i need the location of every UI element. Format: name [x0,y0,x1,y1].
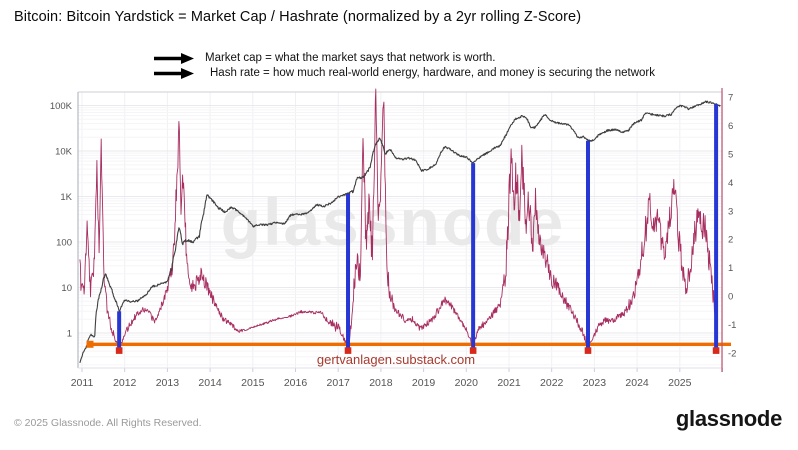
right-arrow-icon [154,67,194,79]
right-axis-label: 7 [728,93,733,104]
right-arrow-icon [154,52,194,64]
left-axis-label: 10K [55,147,73,158]
x-axis-label: 2025 [668,377,692,389]
x-axis-label: 2018 [369,377,393,389]
annotation-hash-rate: Hash rate = how much real-world energy, … [154,67,655,79]
annotation-market-cap-label: Market cap = what the market says that n… [205,52,496,64]
right-axis-label: -1 [728,320,736,331]
source-annotation: gertvanlagen.substack.com [317,352,475,367]
right-axis-label: 5 [728,150,733,161]
right-axis-label: 2 [728,235,733,246]
annotation-market-cap: Market cap = what the market says that n… [154,52,496,64]
right-axis-label: 4 [728,178,733,189]
x-axis-label: 2019 [412,377,436,389]
signal-marker [469,347,477,354]
page-title: Bitcoin: Bitcoin Yardstick = Market Cap … [14,9,582,25]
x-axis-label: 2016 [284,377,308,389]
copyright-text: © 2025 Glassnode. All Rights Reserved. [14,417,202,429]
right-axis-label: 0 [728,292,733,303]
glassnode-logo: glassnode [675,406,782,431]
x-axis-label: 2021 [497,377,521,389]
x-axis-label: 2020 [455,377,479,389]
signal-marker [344,347,352,354]
page-footer: © 2025 Glassnode. All Rights Reserved. g… [0,400,798,450]
signal-marker [712,347,720,354]
x-axis-label: 2013 [156,377,180,389]
left-axis-label: 100K [50,101,73,112]
x-axis-label: 2024 [625,377,649,389]
signal-marker [115,347,123,354]
x-axis-label: 2023 [583,377,607,389]
yardstick-2yr-zscore-line [79,88,718,348]
x-axis-label: 2012 [113,377,137,389]
signal-marker [584,347,592,354]
left-axis-label: 1 [67,329,72,340]
left-axis-label: 10 [61,283,72,294]
x-axis-label: 2015 [241,377,265,389]
right-axis-label: 6 [728,121,733,132]
x-axis-label: 2017 [327,377,351,389]
right-axis-label: 1 [728,263,733,274]
yardstick-chart: glassnode 100K 10K 1K 100 10 1 7 6 5 4 3 2 1 0 -1 -2 2011… [0,85,798,400]
left-axis-label: 1K [60,192,72,203]
right-axis-label: 3 [728,206,733,217]
threshold-start-marker [86,340,94,348]
annotation-hash-rate-label: Hash rate = how much real-world energy, … [210,67,655,79]
x-axis-label: 2011 [71,377,94,389]
chart-plot-svg: glassnode100K10K1K10010176543210-1-22011… [50,88,736,389]
x-axis-label: 2014 [198,377,222,389]
right-axis-label: -2 [728,348,736,359]
x-axis-label: 2022 [540,377,564,389]
left-axis-label: 100 [56,238,72,249]
btc-price-usd-line [79,100,721,364]
